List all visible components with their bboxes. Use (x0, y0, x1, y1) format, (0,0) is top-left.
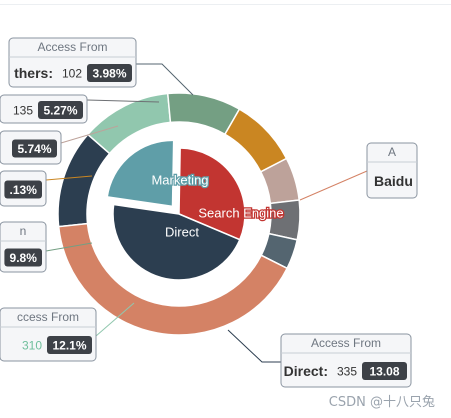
percent-badge (362, 362, 407, 380)
top-divider (0, 4, 451, 5)
inner-label-direct: Direct (165, 224, 199, 239)
percent-badge (87, 64, 132, 82)
leader-line (45, 242, 93, 252)
percent-badge-text: 12.1% (52, 339, 86, 353)
inner-label-marketing: Marketing (151, 172, 208, 187)
label-box-header: Access From (37, 40, 107, 54)
percent-badge (47, 336, 92, 354)
leader-line (86, 99, 160, 103)
label-box-4: n 9.8% (0, 221, 93, 273)
label-box-3: .13% (0, 170, 93, 207)
label-box-2: 5.74% (0, 125, 119, 165)
percent-badge-text: 5.27% (43, 104, 77, 118)
percent-badge (4, 248, 42, 267)
label-box-1: 5.27% 135 (0, 94, 160, 124)
inner-slice-marketing[interactable] (106, 139, 175, 208)
leader-line (299, 170, 368, 201)
outer-slice-video-ads[interactable] (223, 108, 288, 173)
label-name: Direct: (284, 363, 328, 379)
inner-label-search-engine: Search Engine (198, 205, 283, 220)
label-value: 335 (337, 365, 357, 379)
percent-badge-text: 5.74% (17, 142, 51, 156)
percent-badge-text: 3.98% (92, 67, 126, 81)
percent-badge (38, 101, 83, 119)
percent-badge-text: 9.8% (10, 251, 38, 265)
leader-line (95, 302, 135, 337)
leader-line (60, 125, 119, 144)
watermark: CSDN @十八只兔 (328, 395, 435, 410)
percent-badge-text: 13.08 (369, 365, 399, 379)
label-box-6: Access From 13.08 335 Direct: (227, 329, 412, 388)
label-value: 310 (22, 339, 42, 353)
label-box-0: Access From 3.98% 102 thers: (8, 37, 194, 96)
outer-slice-direct[interactable] (57, 133, 111, 228)
percent-badge-text: .13% (10, 183, 38, 197)
outer-slice-baidu[interactable] (57, 222, 289, 336)
label-box-7: A Baidu (299, 142, 418, 201)
leader-line (227, 329, 281, 363)
label-box-5: ccess From 12.1% 310 (0, 302, 135, 362)
leader-line (45, 175, 93, 181)
label-box-header: ccess From (17, 310, 79, 324)
label-box-header: Access From (311, 336, 381, 350)
percent-badge (4, 180, 42, 199)
inner-slice-direct[interactable] (112, 203, 241, 281)
label-value: 102 (62, 67, 82, 81)
label-box-frame (366, 142, 418, 199)
percent-badge (12, 139, 57, 158)
inner-slice-search-engine[interactable] (178, 147, 246, 241)
label-value: 135 (13, 104, 33, 118)
label-box-header: n (20, 224, 27, 238)
label-name: thers: (14, 65, 53, 81)
label-box-header: A (388, 145, 396, 159)
leader-line (136, 63, 194, 96)
label-name: Baidu (374, 173, 413, 189)
